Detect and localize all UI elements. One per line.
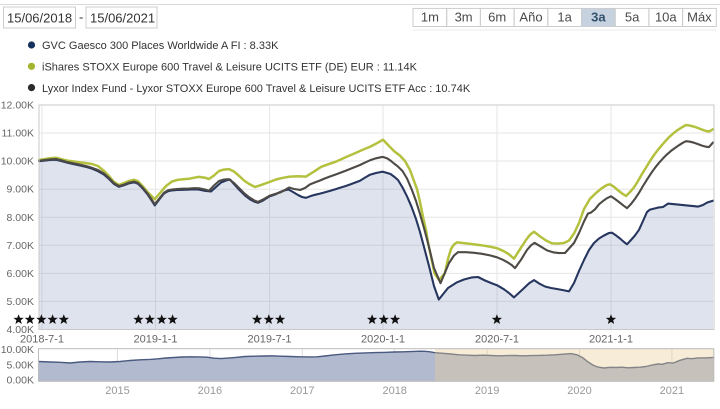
svg-text:2017: 2017 — [290, 385, 314, 397]
svg-text:GVC Gaesco 300 Places Worldwid: GVC Gaesco 300 Places Worldwide A FI : 8… — [42, 40, 279, 52]
svg-text:5a: 5a — [625, 10, 640, 25]
svg-text:10a: 10a — [655, 10, 677, 25]
svg-text:-: - — [79, 10, 83, 25]
svg-text:6.00K: 6.00K — [7, 268, 34, 280]
svg-text:15/06/2018: 15/06/2018 — [7, 11, 72, 26]
svg-text:2021-1-1: 2021-1-1 — [589, 334, 633, 346]
svg-text:3a: 3a — [591, 10, 606, 25]
svg-text:2021: 2021 — [660, 385, 684, 397]
svg-text:2015: 2015 — [105, 385, 129, 397]
svg-text:3m: 3m — [455, 10, 473, 25]
svg-text:1m: 1m — [421, 10, 439, 25]
svg-text:1a: 1a — [557, 10, 572, 25]
svg-text:2016: 2016 — [198, 385, 222, 397]
svg-text:Año: Año — [519, 10, 542, 25]
svg-text:6m: 6m — [488, 10, 506, 25]
svg-text:2018-7-1: 2018-7-1 — [20, 334, 64, 346]
svg-text:2020-7-1: 2020-7-1 — [475, 334, 519, 346]
svg-text:2019: 2019 — [475, 385, 499, 397]
svg-text:2018: 2018 — [382, 385, 406, 397]
svg-text:2019-7-1: 2019-7-1 — [247, 334, 291, 346]
svg-text:Máx: Máx — [687, 10, 712, 25]
svg-text:iShares STOXX Europe 600 Trave: iShares STOXX Europe 600 Travel & Leisur… — [42, 62, 418, 74]
svg-text:7.00K: 7.00K — [7, 240, 34, 252]
svg-text:8.00K: 8.00K — [7, 212, 34, 224]
svg-text:2020-1-1: 2020-1-1 — [361, 334, 405, 346]
svg-text:5.00K: 5.00K — [7, 296, 34, 308]
svg-text:11.00K: 11.00K — [2, 128, 35, 140]
svg-text:10.00K: 10.00K — [1, 344, 34, 356]
svg-text:5.00K: 5.00K — [7, 359, 34, 371]
svg-text:0.00K: 0.00K — [7, 375, 34, 387]
svg-text:Lyxor Index Fund - Lyxor STOXX: Lyxor Index Fund - Lyxor STOXX Europe 60… — [42, 83, 471, 95]
svg-text:15/06/2021: 15/06/2021 — [90, 11, 155, 26]
svg-text:2019-1-1: 2019-1-1 — [133, 334, 177, 346]
svg-text:4.00K: 4.00K — [7, 324, 34, 336]
svg-text:2020: 2020 — [567, 385, 591, 397]
svg-text:10.00K: 10.00K — [1, 156, 34, 168]
svg-text:9.00K: 9.00K — [7, 184, 34, 196]
svg-text:12.00K: 12.00K — [1, 100, 34, 112]
